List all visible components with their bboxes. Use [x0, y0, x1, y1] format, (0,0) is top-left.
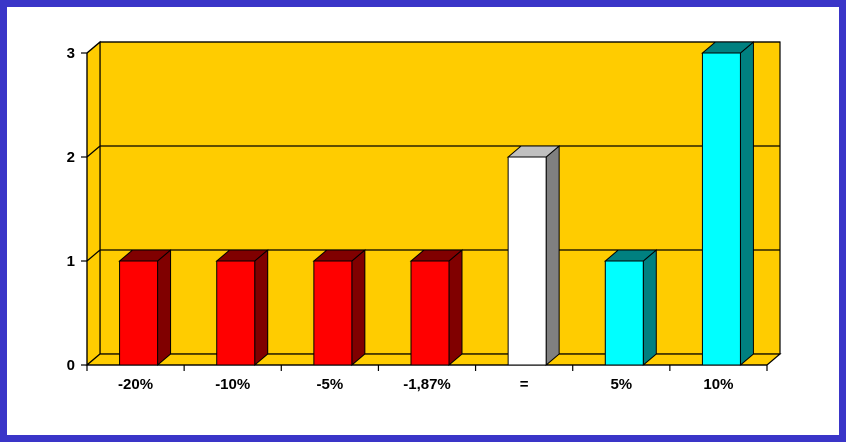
- x-tick-label: -10%: [215, 376, 250, 393]
- bar-side: [739, 40, 754, 367]
- bar: [506, 144, 561, 367]
- gridline-side: [86, 249, 101, 262]
- bar-front: [507, 156, 547, 366]
- y-tick-label: 3: [67, 45, 75, 62]
- x-tick-label: -5%: [317, 376, 344, 393]
- bar-side: [254, 248, 269, 367]
- side-wall: [86, 40, 101, 367]
- bars: [118, 40, 755, 367]
- bar-front: [313, 260, 353, 366]
- x-tick-label: -20%: [118, 376, 153, 393]
- bar: [701, 40, 755, 367]
- bar-side: [157, 248, 172, 367]
- bar-front: [701, 52, 741, 366]
- x-axis: -20% -10% -5% -1,87% = 5% 10%: [86, 364, 768, 393]
- x-tick-label: 10%: [703, 376, 733, 393]
- bar-side: [448, 248, 463, 367]
- bar-front: [216, 260, 256, 366]
- x-tick-label: 5%: [610, 376, 632, 393]
- bar-side: [351, 248, 366, 367]
- y-tick-label: 0: [67, 357, 75, 374]
- gridline-side: [86, 145, 101, 158]
- y-axis: 0 1 2 3: [67, 45, 88, 374]
- bar-side: [545, 144, 560, 367]
- bar: [215, 248, 270, 367]
- bar: [118, 248, 172, 367]
- bar-front: [119, 260, 159, 366]
- x-tick-label: -1,87%: [403, 376, 451, 393]
- bar-front: [410, 260, 450, 366]
- bar-chart: 0 1 2 3 -20% -10% -5% -1,87% = 5% 10%: [67, 40, 782, 393]
- x-tick-label: =: [520, 376, 529, 393]
- bar-side: [642, 248, 657, 367]
- bar-front: [604, 260, 644, 366]
- y-tick-label: 1: [67, 253, 75, 270]
- y-tick-label: 2: [67, 149, 75, 166]
- gridline-side: [86, 41, 101, 54]
- bar: [603, 248, 658, 367]
- bar: [312, 248, 367, 367]
- bar: [409, 248, 464, 367]
